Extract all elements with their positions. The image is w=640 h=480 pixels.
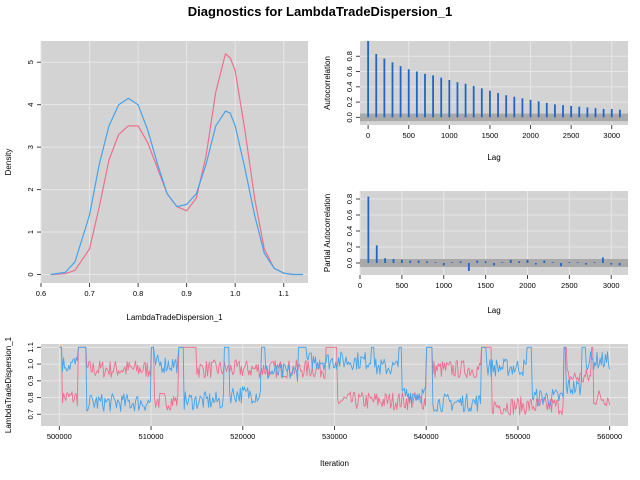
density-curve <box>50 53 294 276</box>
acf-xtick-label: 3000 <box>603 131 620 140</box>
pacf-xtick-label: 2000 <box>519 281 536 290</box>
pacf-x-ticks: 0 500 1000 1500 2000 2500 3000 <box>358 275 620 290</box>
figure-title: Diagnostics for LambdaTradeDispersion_1 <box>188 4 452 19</box>
density-panel: 0.6 0.7 0.8 0.9 1.0 1.1 0 1 2 3 4 5 LambdaTradeDis… <box>4 41 308 322</box>
trace-xlabel: Iteration <box>320 459 349 468</box>
acf-ytick-label: 0.2 <box>345 97 354 107</box>
density-y-ticks: 0 1 2 3 4 5 <box>26 60 41 277</box>
acf-panel: 0 500 1000 1500 2000 2500 3000 0.0 0.2 0.4 0.6 0.8… <box>323 41 628 162</box>
trace-lines <box>59 346 611 416</box>
pacf-xtick-label: 3000 <box>603 281 620 290</box>
density-xtick-label: 1.0 <box>230 289 240 298</box>
density-ytick-label: 4 <box>26 103 35 107</box>
trace-ytick-label: 0.7 <box>26 409 35 419</box>
pacf-xtick-label: 0 <box>358 281 362 290</box>
pacf-xtick-label: 1500 <box>477 281 494 290</box>
density-curve <box>50 97 304 276</box>
pacf-xtick-label: 1000 <box>435 281 452 290</box>
pacf-xtick-label: 500 <box>396 281 409 290</box>
pacf-panel: 0 500 1000 1500 2000 2500 3000 0.0 0.2 0.4 0.6 0.8… <box>323 191 628 315</box>
pacf-ytick-label: 0.2 <box>345 242 354 252</box>
pacf-xtick-label: 2500 <box>561 281 578 290</box>
acf-xlabel: Lag <box>487 153 500 162</box>
acf-plot-area <box>360 41 628 125</box>
density-curves <box>50 53 304 276</box>
density-ytick-label: 1 <box>26 230 35 234</box>
density-ytick-label: 0 <box>26 272 35 276</box>
trace-ytick-label: 0.9 <box>26 376 35 386</box>
density-xtick-label: 0.7 <box>84 289 94 298</box>
acf-ylabel: Autocorrelation <box>323 56 332 110</box>
trace-xtick-label: 520000 <box>230 432 255 441</box>
acf-xtick-label: 1000 <box>441 131 458 140</box>
pacf-ytick-label: 0.8 <box>345 194 354 204</box>
trace-xtick-label: 540000 <box>414 432 439 441</box>
density-ylabel: Density <box>4 149 13 176</box>
trace-y-ticks: 0.7 0.8 0.9 1.0 1.1 <box>26 342 41 420</box>
trace-x-ticks: 500000 510000 520000 530000 540000 550000 5600… <box>47 426 622 441</box>
density-xlabel: LambdaTradeDispersion_1 <box>126 313 223 322</box>
trace-ytick-label: 1.1 <box>26 342 35 352</box>
density-xtick-label: 0.8 <box>133 289 143 298</box>
acf-confidence-band <box>360 113 628 122</box>
pacf-ylabel: Partial Autocorrelation <box>323 194 332 272</box>
density-ytick-label: 2 <box>26 188 35 192</box>
acf-band <box>360 113 628 122</box>
acf-ytick-label: 0.6 <box>345 66 354 76</box>
pacf-xlabel: Lag <box>487 306 500 315</box>
density-x-ticks: 0.6 0.7 0.8 0.9 1.0 1.1 <box>36 283 289 298</box>
acf-xtick-label: 500 <box>402 131 415 140</box>
pacf-bars <box>367 196 621 271</box>
acf-xtick-label: 2000 <box>522 131 539 140</box>
density-ytick-label: 3 <box>26 145 35 149</box>
trace-panel: 500000 510000 520000 530000 540000 550000 5600… <box>4 336 628 468</box>
density-ytick-label: 5 <box>26 60 35 64</box>
acf-xtick-label: 0 <box>366 131 370 140</box>
acf-ytick-label: 0.0 <box>345 112 354 122</box>
density-xtick-label: 1.1 <box>279 289 289 298</box>
trace-ytick-label: 0.8 <box>26 392 35 402</box>
pacf-y-ticks: 0.0 0.2 0.4 0.6 0.8 <box>345 194 360 268</box>
density-grid <box>40 41 308 283</box>
trace-ylabel: LambdaTradeDispersion_1 <box>4 336 13 433</box>
acf-xtick-label: 2500 <box>563 131 580 140</box>
trace-xtick-label: 510000 <box>139 432 164 441</box>
density-plot-area <box>41 41 308 283</box>
trace-xtick-label: 500000 <box>47 432 72 441</box>
density-xtick-label: 0.6 <box>36 289 46 298</box>
acf-x-ticks: 0 500 1000 1500 2000 2500 3000 <box>366 125 620 140</box>
trace-xtick-label: 550000 <box>505 432 530 441</box>
trace-xtick-label: 530000 <box>322 432 347 441</box>
acf-xtick-label: 1500 <box>482 131 499 140</box>
trace-ytick-label: 1.0 <box>26 359 35 369</box>
pacf-ytick-label: 0.6 <box>345 210 354 220</box>
acf-ytick-label: 0.8 <box>345 51 354 61</box>
pacf-ytick-label: 0.0 <box>345 258 354 268</box>
trace-xtick-label: 560000 <box>597 432 622 441</box>
acf-ytick-label: 0.4 <box>345 82 354 92</box>
density-xtick-label: 0.9 <box>181 289 191 298</box>
trace-line <box>59 346 611 413</box>
acf-bars <box>367 41 621 118</box>
acf-y-ticks: 0.0 0.2 0.4 0.6 0.8 <box>345 51 360 123</box>
pacf-ytick-label: 0.4 <box>345 226 354 236</box>
